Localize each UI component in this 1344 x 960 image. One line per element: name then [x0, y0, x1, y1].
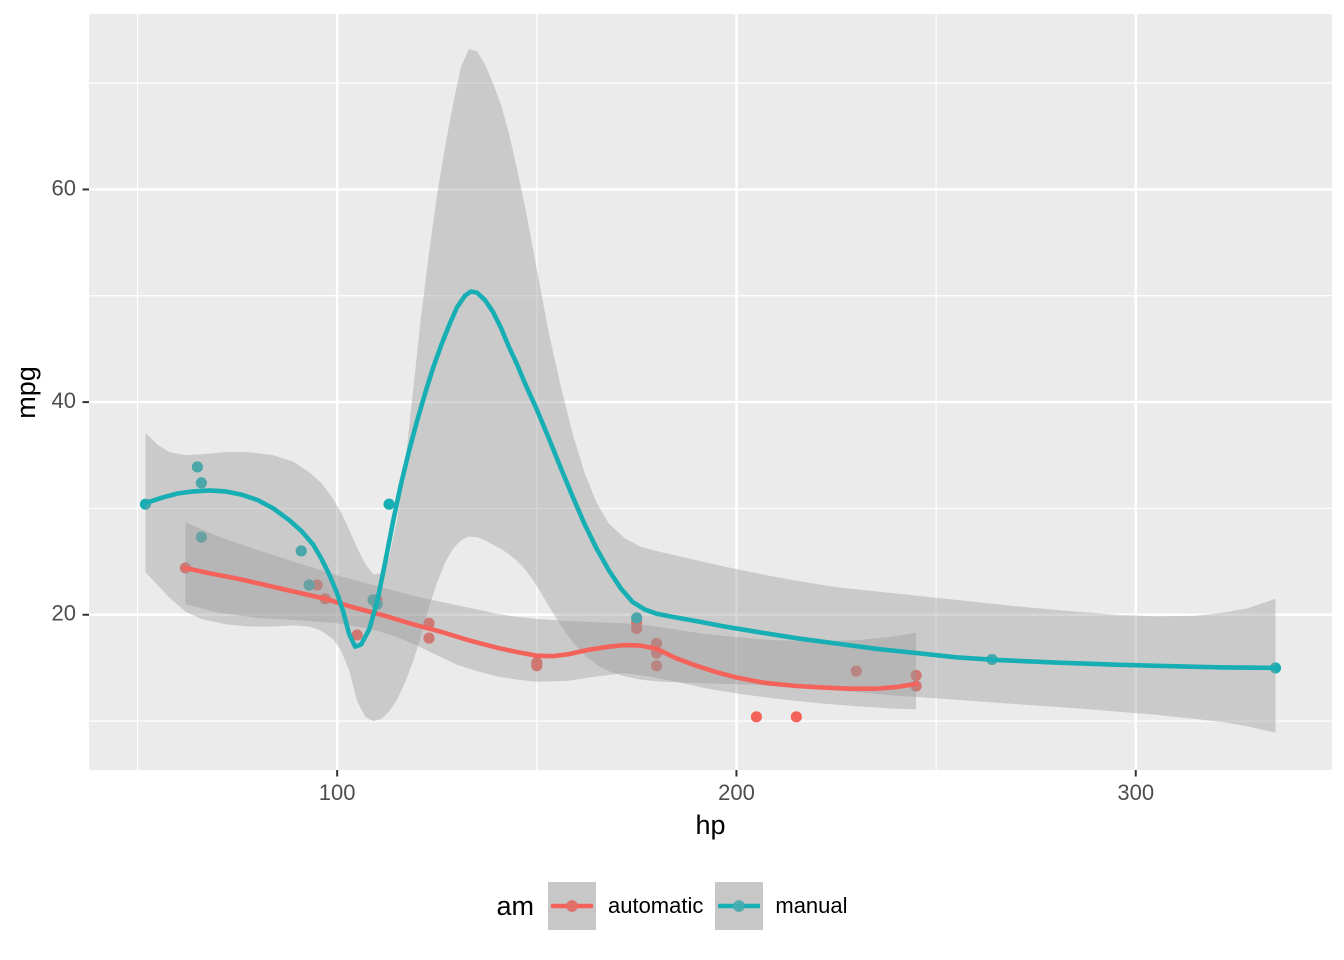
legend-key-dot-overlay — [733, 900, 746, 912]
legend-key-automatic — [547, 882, 596, 930]
data-point-automatic — [423, 632, 435, 644]
smooth-line-automatic — [183, 565, 919, 692]
y-axis-title-container: mpg — [0, 14, 52, 770]
plot-panel: 100 200 300 20 40 60 — [52, 14, 1332, 805]
data-point-manual — [191, 461, 204, 473]
legend-key-glyph — [715, 882, 764, 930]
x-tick-label: 300 — [1117, 780, 1154, 805]
data-point-manual — [295, 545, 307, 557]
data-point-automatic — [531, 660, 543, 672]
y-tick-label: 60 — [52, 175, 76, 200]
data-point-automatic — [750, 711, 763, 723]
legend-label-manual: manual — [775, 893, 848, 918]
x-axis-title: hp — [695, 810, 726, 840]
legend-title: am — [496, 890, 534, 921]
legend-key-glyph — [547, 882, 596, 930]
confidence-ribbon-automatic — [185, 522, 917, 710]
legend-key-manual — [715, 882, 764, 930]
smooth-line-manual — [143, 289, 1278, 671]
y-tick-label: 40 — [52, 388, 76, 413]
x-tick-label: 200 — [718, 780, 755, 805]
legend-label-automatic: automatic — [607, 893, 704, 918]
x-tick-label: 100 — [319, 780, 356, 805]
confidence-ribbon-manual — [145, 49, 1276, 733]
data-point-automatic — [351, 629, 363, 641]
y-axis-title: mpg — [10, 365, 41, 419]
data-point-manual — [303, 579, 315, 591]
data-point-automatic — [650, 660, 663, 672]
y-tick-label: 20 — [52, 601, 76, 626]
data-point-automatic — [910, 669, 922, 681]
data-point-automatic — [311, 579, 323, 591]
panel-background — [89, 14, 1332, 770]
data-point-manual — [195, 477, 208, 489]
data-point-automatic — [790, 711, 802, 723]
data-point-manual — [631, 612, 643, 624]
legend-key-dot-overlay — [566, 900, 578, 912]
data-point-automatic — [850, 665, 862, 677]
data-point-manual — [195, 531, 208, 543]
legend: am automatic manual — [0, 882, 1344, 930]
data-point-manual — [383, 498, 395, 510]
